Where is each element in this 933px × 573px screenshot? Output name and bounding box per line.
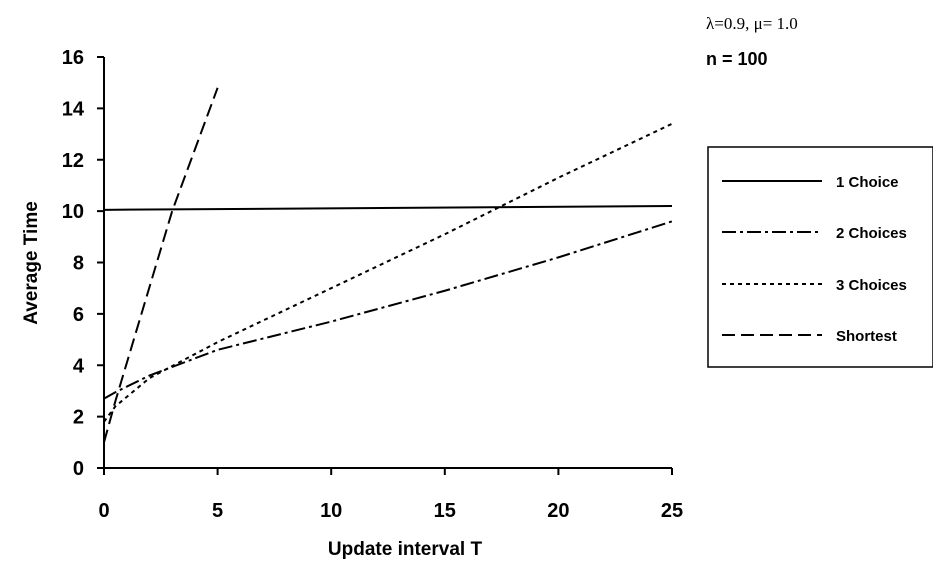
series-line-2-choices: [103, 220, 673, 400]
y-tick-label: 12: [62, 150, 84, 172]
x-tick-label: 5: [212, 500, 223, 522]
x-tick-label: 15: [434, 500, 456, 522]
y-tick-label: 16: [62, 47, 84, 69]
y-ticks: 0 2 4 6 8 10 12 14 16: [62, 47, 104, 480]
y-tick-label: 14: [62, 98, 85, 120]
legend-box: [707, 146, 933, 368]
n-annotation: n = 100: [706, 49, 768, 69]
legend-label: 2 Choices: [836, 225, 907, 242]
legend-label: 1 Choice: [836, 174, 899, 191]
x-ticks: 0 5 10 15 20 25: [98, 468, 683, 522]
series-line-3-choices: [103, 122, 673, 423]
x-tick-label: 10: [320, 500, 342, 522]
legend-label: 3 Choices: [836, 277, 907, 294]
y-tick-label: 10: [62, 201, 84, 223]
y-tick-label: 2: [73, 407, 84, 429]
x-axis-label: Update interval T: [328, 539, 483, 560]
series-line-shortest: [103, 87, 219, 443]
y-axis-label: Average Time: [21, 201, 42, 325]
y-tick-label: 6: [73, 304, 84, 326]
y-tick-label: 4: [73, 355, 85, 377]
params-annotation: λ=0.9, μ= 1.0: [706, 14, 798, 33]
y-tick-label: 0: [73, 458, 84, 480]
legend: 1 Choice 2 Choices 3 Choices Shortest: [707, 146, 933, 368]
series-line-1-choice: [103, 204, 673, 211]
x-tick-label: 25: [661, 500, 683, 522]
y-tick-label: 8: [73, 253, 84, 275]
legend-label: Shortest: [836, 328, 897, 345]
x-tick-label: 20: [547, 500, 569, 522]
x-tick-label: 0: [98, 500, 109, 522]
series-lines: [103, 87, 673, 443]
axes: [103, 57, 672, 469]
